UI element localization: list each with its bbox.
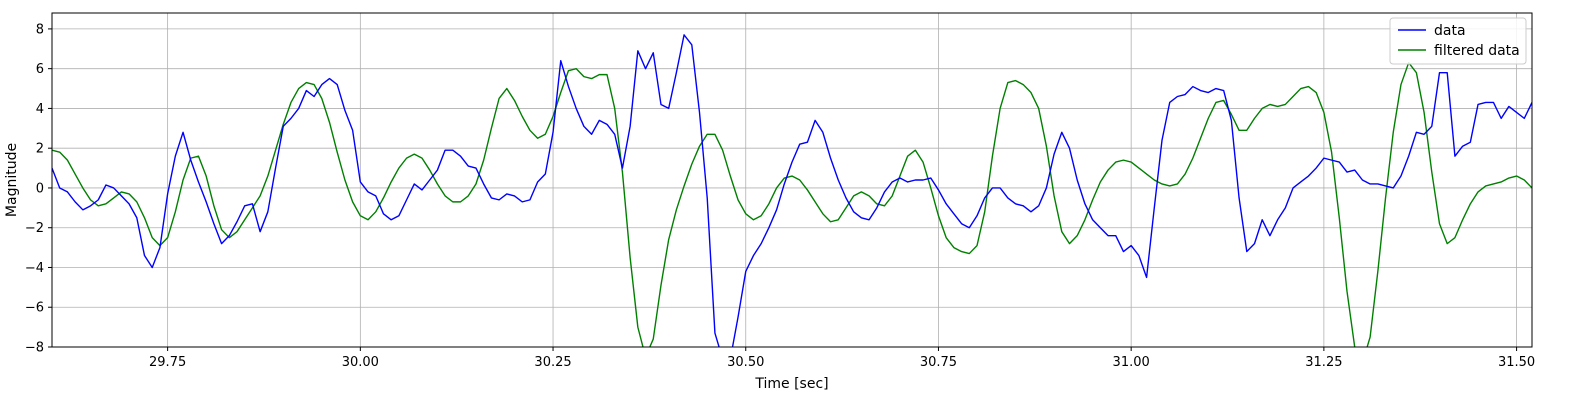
x-tick-label: 31.25: [1305, 355, 1342, 370]
y-tick-label: −2: [25, 221, 44, 236]
x-tick-label: 30.75: [920, 355, 957, 370]
grid-lines: [52, 13, 1532, 348]
plot-frame: [51, 12, 1533, 348]
series-line-filtered-data: [52, 62, 1532, 347]
x-tick-label: 30.25: [534, 355, 571, 370]
y-tick-label: −6: [25, 301, 44, 316]
x-axis-label: Time [sec]: [754, 376, 828, 392]
x-tick-label: 31.00: [1113, 355, 1150, 370]
axis-ticks: 29.75 30.00 30.25 30.50 30.75 31.00 31.25 31.50…: [25, 22, 1535, 370]
x-tick-label: 30.50: [727, 355, 764, 370]
legend: data filtered data: [1389, 17, 1527, 65]
legend-label-filtered-data: filtered data: [1434, 43, 1520, 59]
y-tick-label: −8: [25, 341, 44, 356]
x-tick-label: 31.50: [1498, 355, 1535, 370]
y-tick-label: 8: [36, 22, 44, 37]
y-tick-label: 4: [36, 102, 44, 117]
x-tick-label: 30.00: [342, 355, 379, 370]
series-line-data: [52, 34, 1532, 347]
y-axis-label: Magnitude: [4, 143, 20, 217]
y-tick-label: 0: [36, 181, 44, 196]
series-layer: [52, 34, 1532, 347]
legend-label-data: data: [1434, 23, 1466, 39]
y-tick-label: −4: [25, 261, 44, 276]
x-tick-label: 29.75: [149, 355, 186, 370]
y-tick-label: 6: [36, 62, 44, 77]
y-tick-label: 2: [36, 142, 44, 157]
